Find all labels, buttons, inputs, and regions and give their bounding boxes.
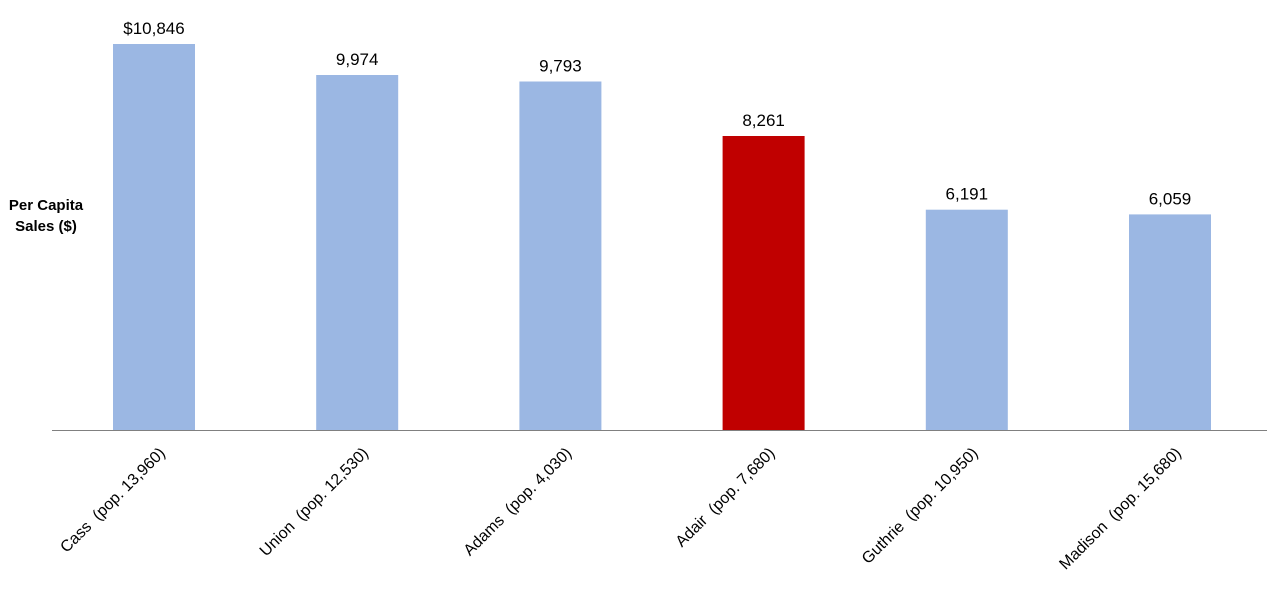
data-label-1: $10,846 — [123, 19, 184, 38]
category-label-1: Cass (pop. 13,960) — [57, 445, 168, 556]
bar-2 — [316, 75, 399, 430]
category-label-6: Madison (pop. 15,680) — [1056, 445, 1184, 573]
category-label-5: Guthrie (pop. 10,950) — [859, 445, 982, 568]
category-label-3: Adams (pop. 4,030) — [461, 445, 576, 560]
bar-4 — [722, 136, 805, 430]
bar-6 — [1129, 214, 1211, 430]
data-label-5: 6,191 — [946, 185, 989, 204]
category-label-4: Adair (pop. 7,680) — [673, 445, 779, 551]
bar-3 — [519, 81, 602, 430]
bars-group — [113, 44, 1211, 430]
category-label-2: Union (pop. 12,530) — [257, 445, 372, 560]
y-axis-label: Per Capita Sales ($) — [8, 197, 84, 235]
data-labels-group: $10,846 9,974 9,793 8,261 6,191 6,059 — [123, 19, 1191, 208]
data-label-2: 9,974 — [336, 50, 379, 69]
category-labels-group: Cass (pop. 13,960) Union (pop. 12,530) Ada… — [57, 445, 1184, 573]
data-label-6: 6,059 — [1149, 189, 1192, 208]
bar-1 — [113, 44, 195, 430]
data-label-4: 8,261 — [742, 111, 785, 130]
data-label-3: 9,793 — [539, 57, 582, 76]
bar-5 — [925, 209, 1008, 430]
